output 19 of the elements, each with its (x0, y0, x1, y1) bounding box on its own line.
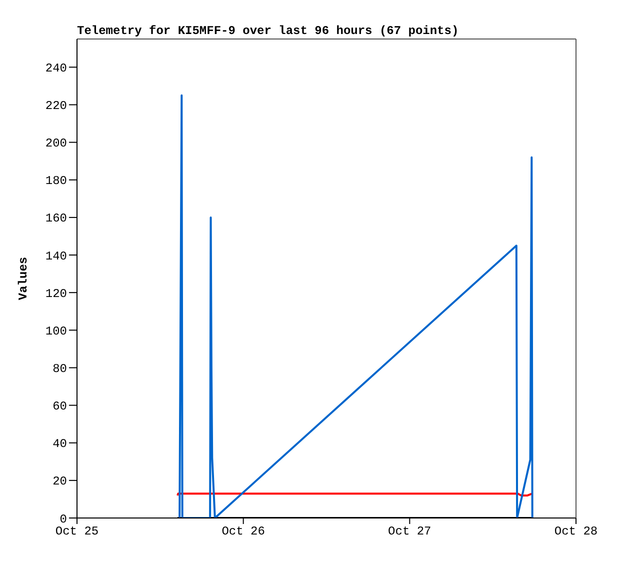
y-tick-label: 140 (45, 249, 67, 264)
y-tick-label: 100 (45, 324, 67, 338)
x-tick-label: Oct 25 (55, 524, 99, 539)
x-tick-label: Oct 26 (222, 524, 265, 539)
x-tick-label: Oct 28 (554, 524, 598, 539)
y-tick-label: 240 (45, 61, 67, 76)
y-tick-label: 80 (52, 362, 67, 376)
y-tick-label: 0 (60, 512, 67, 526)
y-tick-label: 220 (45, 99, 67, 114)
y-tick-label: 40 (52, 437, 67, 452)
y-tick-label: 20 (52, 474, 67, 489)
y-tick-label: 120 (45, 286, 67, 301)
y-tick-label: 180 (45, 174, 67, 188)
y-tick-label: 160 (45, 212, 67, 226)
y-tick-label: 60 (52, 400, 67, 414)
y-axis-title: Values (16, 256, 30, 300)
y-tick-label: 200 (45, 136, 67, 151)
chart-title: Telemetry for KI5MFF-9 over last 96 hours (67 points) (77, 24, 459, 38)
x-tick-label: Oct 27 (388, 524, 432, 539)
